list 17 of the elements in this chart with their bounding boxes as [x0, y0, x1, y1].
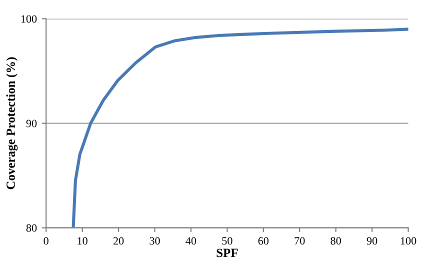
x-axis-title: SPF [216, 248, 238, 258]
x-tick-label: 70 [294, 237, 305, 245]
y-tick-label: 100 [21, 15, 37, 23]
x-tick-label: 50 [222, 237, 232, 245]
x-tick-label: 80 [330, 237, 341, 245]
line-series [72, 28, 408, 228]
x-tick-label: 60 [258, 237, 269, 245]
y-tick-label: 80 [26, 224, 37, 232]
x-tick-label: 100 [400, 237, 416, 245]
x-tick-label: 90 [366, 237, 378, 245]
y-tick-label: 90 [26, 120, 37, 128]
x-tick-label: 40 [186, 237, 196, 245]
x-tick-label: 30 [150, 237, 160, 245]
x-tick-label: 20 [113, 237, 124, 245]
x-tick-label: 0 [44, 237, 48, 245]
y-axis-title: Coverage Protection (%) [6, 57, 18, 190]
x-tick-label: 10 [78, 237, 88, 245]
